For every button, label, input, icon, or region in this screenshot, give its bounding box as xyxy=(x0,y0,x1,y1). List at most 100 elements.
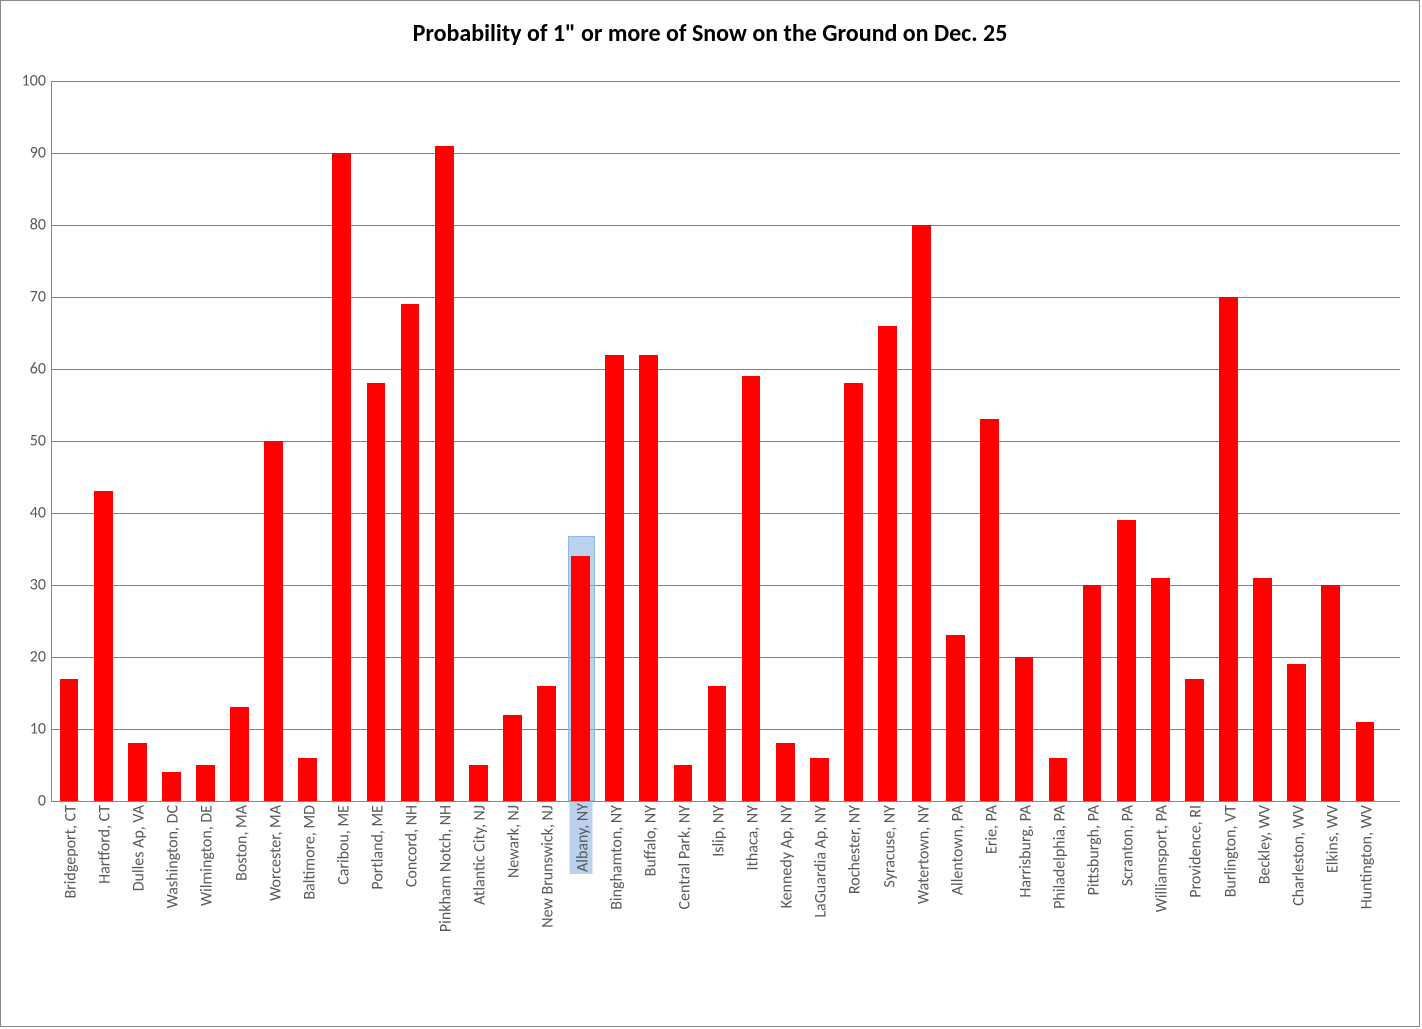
bar-slot: Newark, NJ xyxy=(495,81,529,801)
bar xyxy=(639,355,658,801)
x-tick-label: LaGuardia Ap, NY xyxy=(808,801,831,918)
bar xyxy=(605,355,624,801)
x-tick-label: Williamsport, PA xyxy=(1149,801,1172,912)
bar xyxy=(94,491,113,801)
bar xyxy=(1151,578,1170,801)
y-tick-label: 30 xyxy=(30,576,52,595)
x-tick-label: New Brunswick, NJ xyxy=(535,801,558,928)
bar xyxy=(1253,578,1272,801)
bar xyxy=(230,707,249,801)
y-tick-label: 90 xyxy=(30,144,52,163)
bar xyxy=(1287,664,1306,801)
bar-slot: LaGuardia Ap, NY xyxy=(802,81,836,801)
bar xyxy=(367,383,386,801)
y-tick-label: 20 xyxy=(30,648,52,667)
x-tick-label: Islip, NY xyxy=(705,801,728,857)
x-tick-label: Erie, PA xyxy=(978,801,1001,854)
bar-slot: Pinkham Notch, NH xyxy=(427,81,461,801)
bar-slot: Wilmington, DE xyxy=(188,81,222,801)
bar-slot: Buffalo, NY xyxy=(632,81,666,801)
bar-slot: Hartford, CT xyxy=(86,81,120,801)
x-tick-label: Pinkham Notch, NH xyxy=(433,801,456,932)
bar-slot: Watertown, NY xyxy=(905,81,939,801)
bars-layer: Bridgeport, CTHartford, CTDulles Ap, VAW… xyxy=(52,81,1400,801)
bar xyxy=(1049,758,1068,801)
bar-slot: Portland, ME xyxy=(359,81,393,801)
bar xyxy=(1083,585,1102,801)
x-tick-label: Concord, NH xyxy=(399,801,422,887)
x-tick-label: Harrisburg, PA xyxy=(1012,801,1035,898)
bar-slot: Philadelphia, PA xyxy=(1041,81,1075,801)
x-tick-label: Atlantic City, NJ xyxy=(467,801,490,905)
bar xyxy=(844,383,863,801)
bar-slot: Huntington, WV xyxy=(1348,81,1382,801)
x-tick-label: Providence, RI xyxy=(1183,801,1206,898)
x-tick-label: Elkins, WV xyxy=(1319,801,1342,873)
bar xyxy=(1356,722,1375,801)
bar-slot: Allentown, PA xyxy=(939,81,973,801)
bar-slot: Baltimore, MD xyxy=(291,81,325,801)
x-tick-label: Scranton, PA xyxy=(1115,801,1138,886)
y-tick-label: 60 xyxy=(30,360,52,379)
bar xyxy=(1321,585,1340,801)
bar-slot: Dulles Ap, VA xyxy=(120,81,154,801)
x-tick-label: Portland, ME xyxy=(364,801,387,890)
x-tick-label: Beckley, WV xyxy=(1251,801,1274,884)
bar-slot: Binghamton, NY xyxy=(598,81,632,801)
bar xyxy=(537,686,556,801)
x-tick-label: Pittsburgh, PA xyxy=(1081,801,1104,895)
x-tick-label: Kennedy Ap, NY xyxy=(774,801,797,908)
x-tick-label: Albany, NY xyxy=(569,801,592,874)
bar-slot: Bridgeport, CT xyxy=(52,81,86,801)
x-tick-label: Boston, MA xyxy=(228,801,251,881)
bar xyxy=(401,304,420,801)
bar-slot: Pittsburgh, PA xyxy=(1075,81,1109,801)
bar-slot: Syracuse, NY xyxy=(870,81,904,801)
bar-slot: Islip, NY xyxy=(700,81,734,801)
bar-slot: Kennedy Ap, NY xyxy=(768,81,802,801)
bar xyxy=(674,765,693,801)
bar xyxy=(264,441,283,801)
x-tick-label: Dulles Ap, VA xyxy=(126,801,149,891)
x-tick-label: Baltimore, MD xyxy=(296,801,319,900)
bar-slot: Providence, RI xyxy=(1177,81,1211,801)
chart-title: Probability of 1" or more of Snow on the… xyxy=(1,19,1419,48)
y-tick-label: 100 xyxy=(22,72,52,91)
x-tick-label: Wilmington, DE xyxy=(194,801,217,906)
bar-slot: Burlington, VT xyxy=(1211,81,1245,801)
bar xyxy=(1015,657,1034,801)
x-tick-label: Philadelphia, PA xyxy=(1047,801,1070,909)
y-tick-label: 70 xyxy=(30,288,52,307)
bar xyxy=(946,635,965,801)
x-tick-label: Hartford, CT xyxy=(92,801,115,884)
y-tick-label: 40 xyxy=(30,504,52,523)
x-tick-label: Bridgeport, CT xyxy=(58,801,81,899)
bar-slot: Charleston, WV xyxy=(1280,81,1314,801)
bar xyxy=(912,225,931,801)
bar-slot: Central Park, NY xyxy=(666,81,700,801)
bar-slot: New Brunswick, NJ xyxy=(529,81,563,801)
bar-slot: Albany, NY xyxy=(564,81,598,801)
bar xyxy=(1219,297,1238,801)
bar-slot: Erie, PA xyxy=(973,81,1007,801)
bar-slot: Beckley, WV xyxy=(1246,81,1280,801)
x-tick-label: Caribou, ME xyxy=(330,801,353,885)
x-tick-label: Allentown, PA xyxy=(944,801,967,895)
bar xyxy=(332,153,351,801)
bar xyxy=(60,679,79,801)
bar-slot: Boston, MA xyxy=(223,81,257,801)
x-tick-label: Huntington, WV xyxy=(1353,801,1376,909)
bar xyxy=(571,556,590,801)
bar-slot: Harrisburg, PA xyxy=(1007,81,1041,801)
y-tick-label: 10 xyxy=(30,720,52,739)
bar-slot: Concord, NH xyxy=(393,81,427,801)
bar xyxy=(810,758,829,801)
x-tick-label: Central Park, NY xyxy=(671,801,694,909)
y-tick-label: 50 xyxy=(30,432,52,451)
x-tick-label: Charleston, WV xyxy=(1285,801,1308,906)
x-tick-label: Buffalo, NY xyxy=(637,801,660,876)
bar-slot: Elkins, WV xyxy=(1314,81,1348,801)
plot-area: 0102030405060708090100Bridgeport, CTHart… xyxy=(51,81,1400,802)
bar-slot: Washington, DC xyxy=(154,81,188,801)
bar xyxy=(1117,520,1136,801)
